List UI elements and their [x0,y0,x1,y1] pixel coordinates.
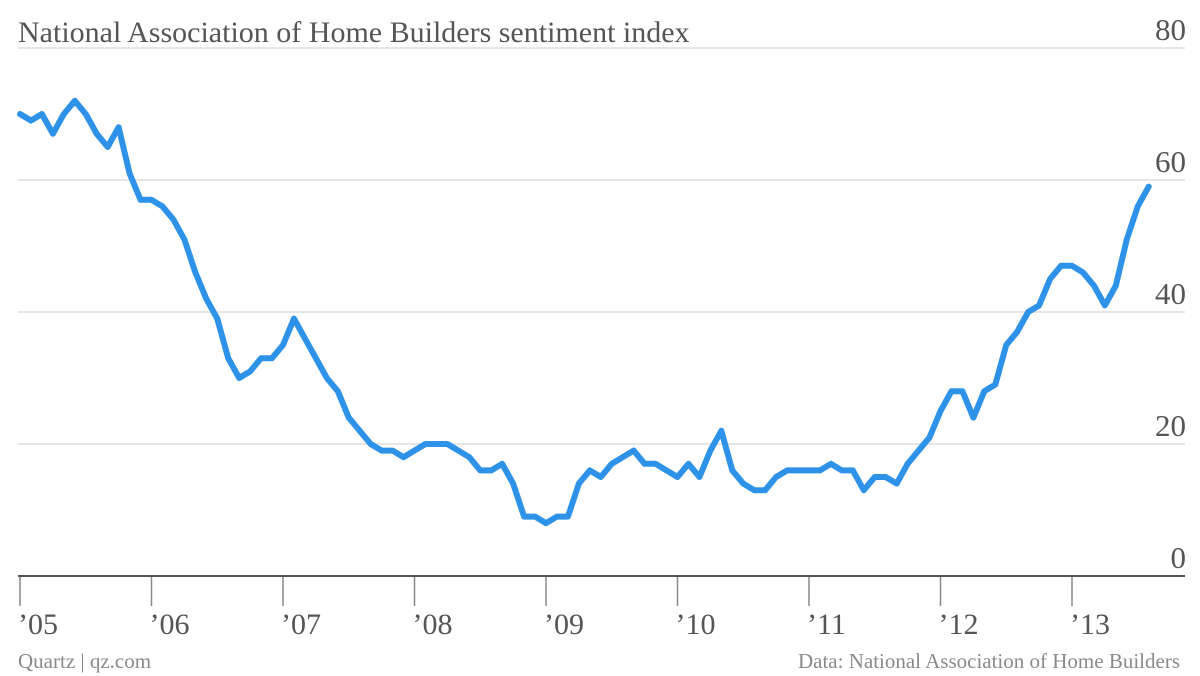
y-tick-label: 80 [1155,12,1186,47]
x-tick-label: ’13 [1070,608,1110,641]
x-tick-label: ’11 [807,608,846,641]
y-axis-ticks: 0 20 40 60 80 [1155,12,1186,575]
x-tick-label: ’10 [676,608,716,641]
source-credit: Quartz | qz.com [18,649,151,673]
y-tick-label: 0 [1171,540,1187,575]
gridlines [18,47,1185,445]
x-axis-ticks: ’05 ’06 ’07 ’08 ’09 ’10 ’11 ’12 ’13 [18,577,1110,641]
x-tick-label: ’07 [281,608,321,641]
y-tick-label: 20 [1155,408,1186,443]
data-source: Data: National Association of Home Build… [798,649,1180,673]
chart-title: National Association of Home Builders se… [18,16,690,49]
series-layer [17,97,1152,527]
x-tick-label: ’05 [18,608,58,641]
series-line-0 [17,97,1152,527]
x-tick-label: ’09 [544,608,584,641]
y-tick-label: 60 [1155,144,1186,179]
y-tick-label: 40 [1155,276,1186,311]
x-tick-label: ’12 [939,608,979,641]
x-tick-label: ’06 [150,608,190,641]
x-tick-label: ’08 [413,608,453,641]
